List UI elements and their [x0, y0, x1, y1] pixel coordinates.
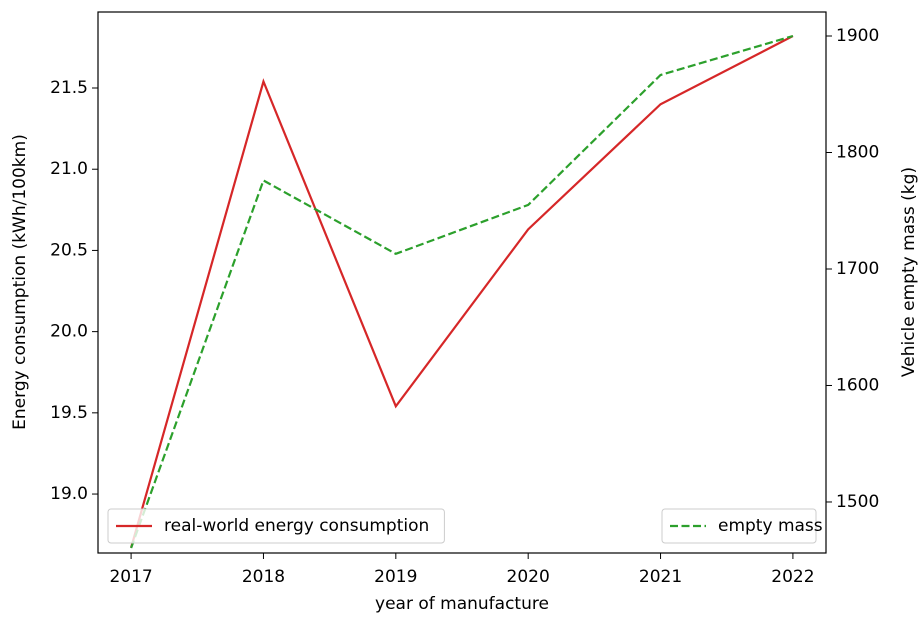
x-tick-label: 2022 — [771, 567, 814, 587]
legend-label: empty mass — [718, 516, 823, 536]
y2-tick-label: 1600 — [836, 375, 879, 395]
data-line — [130, 35, 794, 548]
y-axis-label: Energy consumption (kWh/100km) — [10, 134, 30, 430]
y2-tick-label: 1700 — [836, 259, 879, 279]
y-tick-label: 19.5 — [50, 403, 88, 423]
data-line — [130, 34, 794, 549]
x-tick-label: 2019 — [374, 567, 417, 587]
legend-label: real-world energy consumption — [164, 516, 429, 536]
x-axis-label: year of manufacture — [375, 594, 549, 614]
y2-axis-label: Vehicle empty mass (kg) — [899, 167, 919, 377]
legend-box — [661, 508, 817, 544]
y-tick-label: 19.0 — [50, 484, 88, 504]
plot-frame — [97, 11, 827, 554]
y-tick-label: 20.0 — [50, 322, 88, 342]
y-tick-label: 20.5 — [50, 240, 88, 260]
y-tick-label: 21.5 — [50, 78, 88, 98]
x-tick-label: 2018 — [242, 567, 285, 587]
x-tick-label: 2020 — [507, 567, 550, 587]
y2-tick-label: 1500 — [836, 492, 879, 512]
y-tick-label: 21.0 — [50, 159, 88, 179]
y2-tick-label: 1900 — [836, 26, 879, 46]
x-tick-label: 2021 — [639, 567, 682, 587]
legend-box — [107, 508, 445, 544]
x-tick-label: 2017 — [109, 567, 152, 587]
y2-tick-label: 1800 — [836, 142, 879, 162]
